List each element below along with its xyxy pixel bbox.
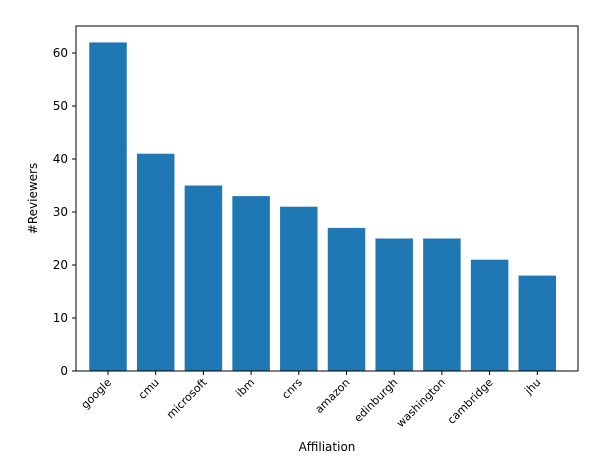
y-tick-label: 0	[60, 364, 68, 378]
y-axis-label: #Reviewers	[26, 163, 40, 234]
y-tick-label: 20	[53, 258, 68, 272]
y-tick-label: 40	[53, 152, 68, 166]
bar-jhu	[518, 275, 557, 371]
y-tick-label: 50	[53, 99, 68, 113]
bar-cambridge	[470, 259, 509, 371]
y-tick-label: 60	[53, 46, 68, 60]
bar-washington	[423, 238, 461, 371]
bar-edinburgh	[375, 238, 413, 371]
bar-amazon	[327, 227, 366, 371]
bars-group	[89, 42, 557, 372]
x-axis-label: Affiliation	[299, 440, 356, 454]
bar-google	[89, 42, 127, 372]
y-tick-label: 30	[53, 205, 68, 219]
bar-ibm	[232, 196, 270, 371]
y-axis: 0 10 20 30 40 50 60	[53, 46, 76, 378]
plot-frame	[75, 25, 579, 372]
bar-cmu	[136, 153, 175, 371]
bar-microsoft	[184, 185, 223, 371]
bar-cnrs	[280, 206, 318, 371]
y-tick-label: 10	[53, 311, 68, 325]
